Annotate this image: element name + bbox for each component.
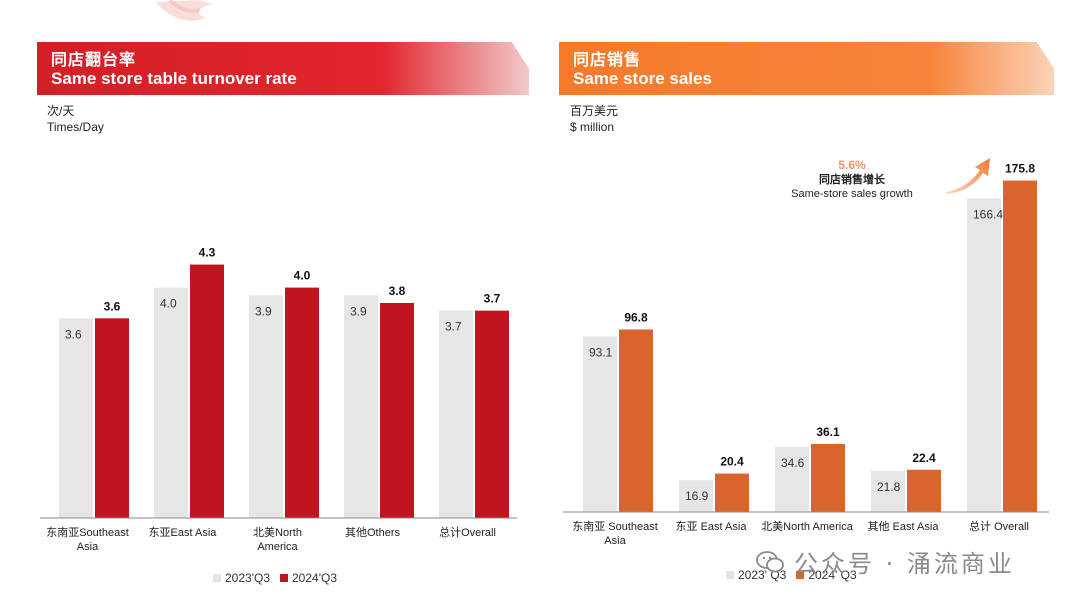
legend-swatch-2024 xyxy=(280,574,288,582)
right-header-background xyxy=(559,42,1054,95)
category-label-0-line2: Asia xyxy=(77,541,99,553)
value-label-prev-2: 34.6 xyxy=(781,456,805,470)
category-label-3: 其他Others xyxy=(345,526,401,539)
value-label-curr-0: 96.8 xyxy=(624,310,648,324)
bar-prev-0 xyxy=(59,318,93,518)
left-unit-cn: 次/天 xyxy=(47,104,75,118)
value-label-prev-4: 166.4 xyxy=(973,207,1003,221)
bar-prev-1 xyxy=(154,287,188,518)
right-title-cn: 同店销售 xyxy=(573,50,642,69)
watermark-text: 公众号 · 涌流商业 xyxy=(794,550,1015,578)
category-label-0-line2: Asia xyxy=(604,535,626,547)
legend-swatch-2023-right xyxy=(726,571,734,579)
value-label-prev-3: 21.8 xyxy=(877,480,901,494)
bar-curr-3 xyxy=(907,469,941,512)
category-label-1: 东亚East Asia xyxy=(149,526,218,539)
value-label-prev-1: 16.9 xyxy=(685,489,709,503)
bar-curr-0 xyxy=(619,329,653,512)
legend-swatch-2024-right xyxy=(796,571,805,579)
value-label-curr-3: 3.8 xyxy=(389,284,406,298)
bar-curr-1 xyxy=(190,264,224,518)
bar-prev-4 xyxy=(967,198,1001,512)
value-label-curr-4: 3.7 xyxy=(484,292,501,306)
value-label-curr-2: 4.0 xyxy=(294,269,311,283)
growth-label-en: Same-store sales growth xyxy=(791,188,913,200)
value-label-curr-1: 20.4 xyxy=(720,455,744,469)
left-bar-chart: 3.6 3.6 东南亚Southeast Asia 4.0 4.3 东亚East Asia 3… xyxy=(40,246,517,553)
bar-curr-2 xyxy=(811,443,845,512)
legend-label-2024-right: 2024' Q3 xyxy=(808,568,857,582)
bar-prev-3 xyxy=(871,470,905,512)
right-title-en: Same store sales xyxy=(573,69,712,88)
bar-curr-1 xyxy=(715,473,749,512)
value-label-curr-2: 36.1 xyxy=(816,425,840,439)
value-label-prev-4: 3.7 xyxy=(445,320,462,334)
bar-prev-3 xyxy=(344,295,378,518)
legend-swatch-2023 xyxy=(213,574,221,582)
right-unit-label: 百万美元 $ million xyxy=(570,103,618,135)
value-label-curr-0: 3.6 xyxy=(104,299,121,313)
left-unit-en: Times/Day xyxy=(47,120,104,134)
growth-annotation: 5.6% 同店销售增长 Same-store sales growth xyxy=(772,158,932,201)
value-label-curr-4: 175.8 xyxy=(1005,162,1035,176)
bar-prev-2 xyxy=(249,295,283,518)
wechat-icon xyxy=(756,550,784,572)
bar-prev-0 xyxy=(583,336,617,512)
right-panel-header: 同店销售 Same store sales xyxy=(559,42,1054,95)
right-unit-en: $ million xyxy=(570,120,615,134)
growth-arrow-icon xyxy=(946,158,990,194)
category-label-2: 北美North xyxy=(253,526,302,539)
value-label-prev-3: 3.9 xyxy=(350,304,367,318)
bar-curr-4 xyxy=(1003,180,1037,512)
value-label-prev-0: 93.1 xyxy=(589,345,613,359)
left-header-background xyxy=(37,42,529,95)
left-title-cn: 同店翻台率 xyxy=(51,50,137,69)
category-label-3: 其他 East Asia xyxy=(868,520,940,533)
legend-label-2023: 2023'Q3 xyxy=(225,571,270,585)
category-label-1: 东亚 East Asia xyxy=(676,520,748,533)
left-title-en: Same store table turnover rate xyxy=(51,69,297,88)
bar-curr-2 xyxy=(285,287,319,518)
category-label-4: 总计 Overall xyxy=(969,519,1029,533)
value-label-prev-2: 3.9 xyxy=(255,304,272,318)
right-unit-cn: 百万美元 xyxy=(570,104,619,118)
left-unit-label: 次/天 Times/Day xyxy=(47,103,104,135)
value-label-prev-0: 3.6 xyxy=(65,327,82,341)
growth-label-cn: 同店销售增长 xyxy=(819,174,885,186)
left-panel-header: 同店翻台率 Same store table turnover rate xyxy=(37,42,529,95)
right-bar-chart: 93.1 96.8 东南亚 Southeast Asia 16.9 20.4 东亚 East… xyxy=(563,162,1049,547)
growth-percent: 5.6% xyxy=(838,158,866,172)
category-label-2-line2: America xyxy=(257,541,298,553)
value-label-curr-3: 22.4 xyxy=(912,451,936,465)
left-legend: 2023'Q3 2024'Q3 xyxy=(213,571,337,585)
decorative-brush-mark xyxy=(155,0,212,21)
bar-curr-0 xyxy=(95,318,129,518)
category-label-2: 北美North America xyxy=(761,520,854,533)
legend-label-2024: 2024'Q3 xyxy=(292,571,337,585)
bar-prev-4 xyxy=(439,310,473,518)
bar-curr-4 xyxy=(475,310,509,518)
bar-prev-1 xyxy=(679,480,713,512)
value-label-curr-1: 4.3 xyxy=(199,246,216,260)
category-label-4: 总计Overall xyxy=(439,525,496,539)
watermark: 公众号 · 涌流商业 xyxy=(756,544,1015,579)
category-label-0: 东南亚Southeast xyxy=(46,526,129,539)
bar-curr-3 xyxy=(380,302,414,518)
bar-prev-2 xyxy=(775,446,809,512)
category-label-0: 东南亚 Southeast xyxy=(572,520,658,533)
value-label-prev-1: 4.0 xyxy=(160,297,177,311)
